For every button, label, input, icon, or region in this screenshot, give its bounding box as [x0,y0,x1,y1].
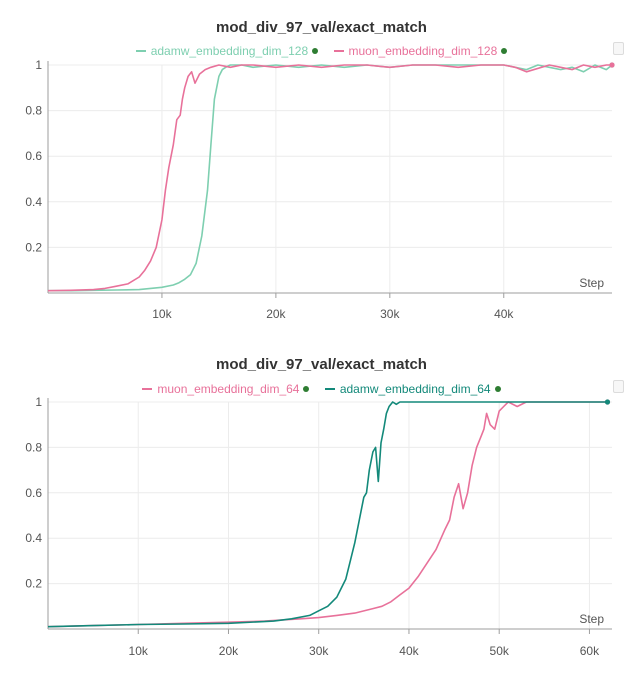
legend-entry-series-1[interactable]: muon_embedding_dim_64 [142,382,310,396]
chart-panel-top: mod_div_97_val/exact_match adamw_embeddi… [0,0,643,330]
x-axis-label: Step [579,276,604,290]
legend-entry-series-2[interactable]: muon_embedding_dim_128 [333,44,508,58]
status-dot-icon [494,386,501,392]
chart-plot-area[interactable]: 0.2 0.4 0.6 0.8 1 10k 20k 30k 40k Step [0,0,643,330]
y-tick-label: 0.4 [25,531,42,545]
series-line-adamw_embedding_dim_64[interactable] [47,401,608,628]
x-tick-label: 60k [580,644,600,658]
chart-title: mod_div_97_val/exact_match [216,19,427,36]
chart-plot-area[interactable]: 0.2 0.4 0.6 0.8 1 10k 20k 30k 40k 50k 60k Step [0,338,643,675]
series-line-adamw_embedding_dim_128[interactable] [48,64,613,292]
y-tick-label: 1 [35,395,42,409]
legend-entry-series-1[interactable]: adamw_embedding_dim_128 [135,44,319,58]
y-tick-label: 0.6 [25,149,42,163]
status-dot-icon [312,48,319,54]
legend-swatch [324,388,335,390]
legend-label: muon_embedding_dim_64 [157,382,300,396]
x-tick-label: 10k [152,307,172,321]
legend-swatch [333,50,344,52]
y-tick-label: 0.6 [25,486,42,500]
series-line-muon_embedding_dim_64[interactable] [47,401,608,628]
y-tick-label: 0.4 [25,195,42,209]
chart-panel-bottom: mod_div_97_val/exact_match muon_embeddin… [0,338,643,675]
series-end-point [609,62,615,68]
series-end-point [604,399,611,405]
chart-title: mod_div_97_val/exact_match [216,356,427,373]
x-tick-label: 20k [219,644,239,658]
legend-label: muon_embedding_dim_128 [348,44,498,58]
legend-label: adamw_embedding_dim_64 [339,382,491,396]
legend-toggle-icon[interactable] [613,380,624,393]
legend-swatch [135,50,146,52]
legend-toggle-icon[interactable] [613,42,624,55]
legend-label: adamw_embedding_dim_128 [150,44,309,58]
legend-entry-series-2[interactable]: adamw_embedding_dim_64 [324,382,501,396]
status-dot-icon [501,48,508,54]
chart-legend: muon_embedding_dim_64 adamw_embedding_di… [0,379,643,396]
chart-legend: adamw_embedding_dim_128 muon_embedding_d… [0,41,643,58]
x-tick-label: 20k [266,307,286,321]
legend-swatch [142,388,153,390]
y-tick-label: 0.8 [25,104,42,118]
x-tick-label: 10k [129,644,149,658]
series-line-muon_embedding_dim_128[interactable] [47,64,612,292]
y-tick-label: 1 [35,58,42,72]
x-tick-label: 40k [494,307,514,321]
x-tick-label: 40k [399,644,419,658]
y-tick-label: 0.2 [25,240,42,254]
y-tick-label: 0.2 [25,577,42,591]
x-axis-label: Step [579,612,604,626]
status-dot-icon [303,386,310,392]
x-tick-label: 30k [380,307,400,321]
x-tick-label: 50k [490,644,510,658]
x-tick-label: 30k [309,644,329,658]
y-tick-label: 0.8 [25,440,42,454]
